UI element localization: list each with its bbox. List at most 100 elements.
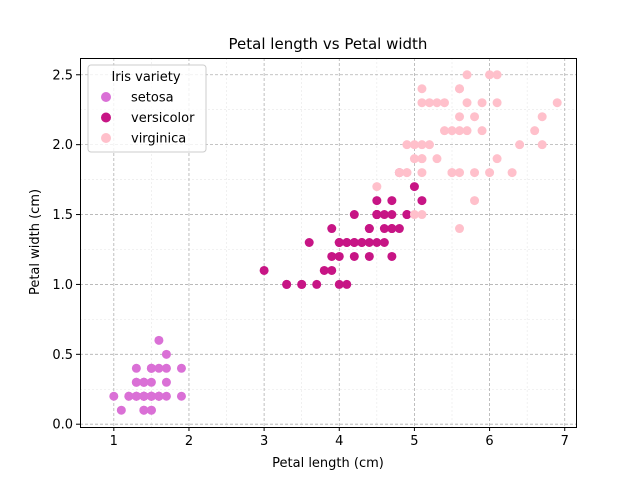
data-point-setosa bbox=[154, 335, 164, 345]
data-point-versicolor bbox=[417, 196, 427, 206]
data-point-versicolor bbox=[334, 279, 344, 289]
data-point-versicolor bbox=[327, 265, 337, 275]
data-point-virginica bbox=[417, 98, 427, 108]
data-point-virginica bbox=[492, 98, 502, 108]
y-axis-ticks: 0.0 0.5 1.0 1.5 2.0 2.5 bbox=[52, 68, 80, 433]
series-virginica bbox=[372, 70, 562, 234]
data-point-virginica bbox=[402, 140, 412, 150]
data-point-versicolor bbox=[394, 224, 404, 234]
data-point-versicolor bbox=[364, 238, 374, 247]
data-point-virginica bbox=[424, 98, 434, 108]
chart-title: Petal length vs Petal width bbox=[229, 35, 428, 53]
data-point-setosa bbox=[139, 377, 149, 387]
data-point-virginica bbox=[455, 126, 465, 136]
legend: Iris variety setosa versicolor virginica bbox=[87, 64, 207, 153]
data-point-setosa bbox=[139, 405, 149, 415]
data-point-versicolor bbox=[387, 196, 397, 206]
data-point-versicolor bbox=[342, 238, 352, 247]
x-axis-ticks: 1 2 3 4 5 6 7 bbox=[110, 427, 569, 449]
plot-frame bbox=[80, 58, 577, 428]
data-point-virginica bbox=[485, 70, 495, 80]
y-tick-label: 0.5 bbox=[52, 348, 73, 363]
data-point-virginica bbox=[439, 98, 449, 108]
x-tick-label: 1 bbox=[110, 434, 118, 449]
series-setosa bbox=[109, 335, 186, 415]
data-point-versicolor bbox=[334, 238, 344, 247]
data-point-virginica bbox=[417, 84, 427, 94]
data-point-versicolor bbox=[402, 210, 412, 220]
data-point-virginica bbox=[455, 224, 465, 234]
data-point-setosa bbox=[154, 391, 164, 401]
data-point-virginica bbox=[455, 168, 465, 178]
data-point-versicolor bbox=[387, 210, 397, 220]
data-point-versicolor bbox=[297, 279, 307, 289]
data-point-versicolor bbox=[349, 210, 359, 220]
data-point-virginica bbox=[477, 126, 487, 136]
data-point-versicolor bbox=[334, 251, 344, 261]
x-tick-label: 3 bbox=[260, 434, 268, 449]
x-axis-label: Petal length (cm) bbox=[272, 456, 384, 471]
legend-marker-versicolor bbox=[101, 112, 111, 123]
data-point-virginica bbox=[462, 98, 472, 108]
data-point-setosa bbox=[161, 349, 171, 359]
data-point-versicolor bbox=[319, 265, 329, 275]
data-point-setosa bbox=[131, 377, 141, 387]
data-point-virginica bbox=[455, 84, 465, 94]
legend-label-setosa: setosa bbox=[131, 91, 174, 106]
x-tick-label: 6 bbox=[485, 434, 493, 449]
data-point-virginica bbox=[552, 98, 562, 108]
data-point-setosa bbox=[146, 405, 156, 415]
data-point-setosa bbox=[146, 377, 156, 387]
data-point-virginica bbox=[537, 112, 547, 122]
y-tick-label: 2.0 bbox=[52, 138, 73, 153]
legend-item-versicolor: versicolor bbox=[101, 111, 195, 126]
data-point-versicolor bbox=[372, 210, 382, 220]
x-tick-label: 2 bbox=[185, 434, 193, 449]
data-point-setosa bbox=[131, 363, 141, 373]
data-point-versicolor bbox=[379, 238, 389, 247]
data-point-virginica bbox=[515, 140, 525, 150]
legend-marker-virginica bbox=[101, 133, 111, 143]
data-point-virginica bbox=[417, 140, 427, 150]
data-point-setosa bbox=[131, 391, 141, 401]
data-point-virginica bbox=[417, 168, 427, 178]
data-point-versicolor bbox=[259, 265, 269, 275]
x-tick-label: 4 bbox=[335, 434, 343, 449]
data-point-versicolor bbox=[327, 224, 337, 234]
y-tick-label: 2.5 bbox=[52, 68, 73, 83]
data-point-virginica bbox=[507, 168, 517, 178]
x-tick-label: 5 bbox=[410, 434, 418, 449]
data-point-virginica bbox=[394, 168, 404, 178]
data-point-virginica bbox=[424, 140, 434, 150]
y-tick-label: 1.5 bbox=[52, 208, 73, 223]
data-point-versicolor bbox=[282, 279, 292, 289]
data-point-versicolor bbox=[387, 251, 397, 261]
data-point-virginica bbox=[439, 126, 449, 136]
data-point-versicolor bbox=[342, 279, 352, 289]
data-point-versicolor bbox=[357, 238, 367, 247]
data-point-setosa bbox=[139, 391, 149, 401]
data-point-virginica bbox=[447, 168, 457, 178]
x-tick-label: 7 bbox=[561, 434, 569, 449]
series-versicolor bbox=[259, 168, 427, 289]
data-point-virginica bbox=[409, 154, 419, 164]
data-point-virginica bbox=[432, 98, 442, 108]
data-point-versicolor bbox=[364, 224, 374, 234]
data-point-virginica bbox=[432, 154, 442, 164]
data-point-versicolor bbox=[349, 238, 359, 247]
data-point-versicolor bbox=[387, 224, 397, 234]
data-point-versicolor bbox=[372, 196, 382, 206]
data-point-virginica bbox=[470, 196, 480, 206]
y-axis-label: Petal width (cm) bbox=[28, 189, 43, 295]
y-tick-label: 1.0 bbox=[52, 278, 73, 293]
data-point-versicolor bbox=[379, 210, 389, 220]
data-point-virginica bbox=[485, 168, 495, 178]
data-point-setosa bbox=[161, 391, 171, 401]
data-point-virginica bbox=[530, 126, 540, 136]
data-point-setosa bbox=[154, 363, 164, 373]
data-point-virginica bbox=[417, 210, 427, 220]
data-point-virginica bbox=[409, 140, 419, 150]
legend-box bbox=[87, 64, 207, 153]
data-point-setosa bbox=[176, 391, 186, 401]
